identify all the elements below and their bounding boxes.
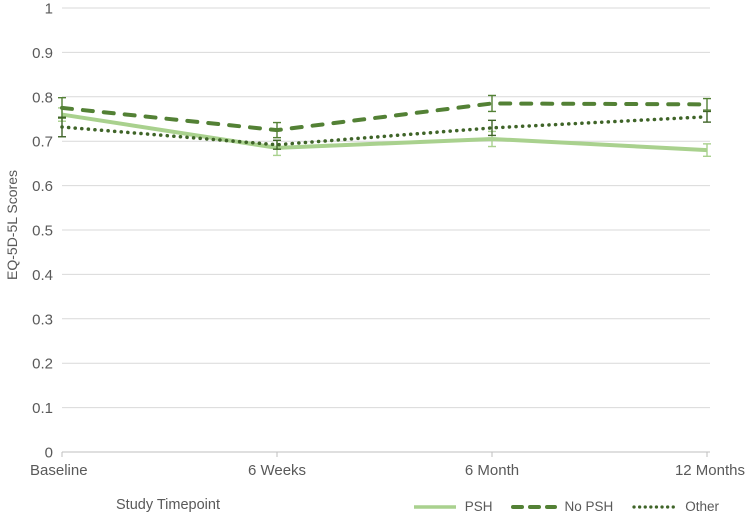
legend: PSH No PSH Other [412, 499, 719, 514]
x-category-label: Baseline [30, 462, 88, 479]
legend-label: PSH [464, 499, 493, 514]
legend-item-psh: PSH [412, 499, 493, 514]
series-line [60, 101, 709, 133]
x-category-label: 12 Months [675, 462, 745, 479]
y-axis-title: EQ-5D-5L Scores [4, 170, 20, 280]
y-tick-label: 0.6 [32, 178, 53, 195]
legend-line-sample-dotted [632, 504, 678, 509]
x-category-label: 6 Month [465, 462, 519, 479]
legend-line-sample-solid [413, 504, 456, 509]
series-line [61, 112, 708, 153]
y-tick-label: 0.7 [32, 134, 53, 151]
y-tick-label: 0.4 [32, 267, 53, 284]
y-tick-label: 0.3 [32, 311, 53, 328]
legend-item-other: Other [632, 499, 719, 514]
legend-item-no-psh: No PSH [511, 499, 613, 514]
legend-label: No PSH [564, 499, 614, 514]
legend-label: Other [685, 499, 719, 514]
y-tick-label: 1 [45, 1, 53, 18]
series-no-psh [58, 94, 711, 139]
legend-line-sample-dashed [511, 504, 558, 509]
y-tick-label: 0.9 [32, 45, 53, 62]
series-line [60, 115, 709, 147]
y-tick-label: 0.2 [32, 356, 53, 373]
x-category-label: 6 Weeks [248, 462, 306, 479]
x-axis-title: Study Timepoint [116, 497, 220, 513]
y-tick-label: 0.8 [32, 89, 53, 106]
y-tick-label: 0.5 [32, 223, 53, 240]
y-tick-label: 0 [45, 445, 53, 462]
series-other [58, 110, 711, 150]
y-tick-label: 0.1 [32, 400, 53, 417]
